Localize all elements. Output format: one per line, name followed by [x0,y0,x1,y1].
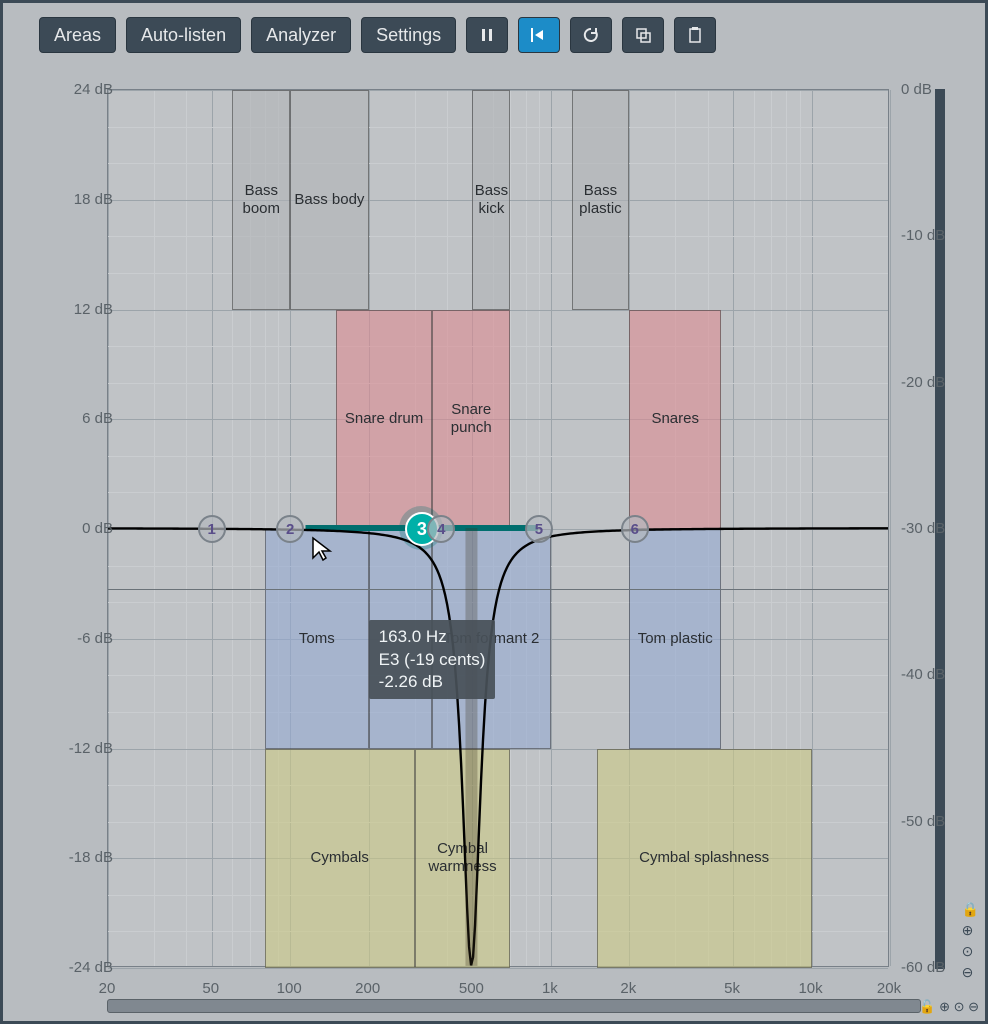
analyzer-button[interactable]: Analyzer [251,17,351,53]
x-axis-label: 1k [542,980,558,997]
freq-area[interactable]: Snare punch [432,310,510,530]
freq-area[interactable]: Snares [629,310,721,530]
pause-button[interactable] [466,17,508,53]
eq-plot[interactable]: Bass boomBass bodyBass kickBass plasticS… [107,89,889,967]
bottom-zoom-icons[interactable]: 🔓 ⊕ ⊙ ⊖ [919,999,979,1015]
paste-button[interactable] [674,17,716,53]
y2-axis-label: -40 dB [901,666,961,683]
band-node-4[interactable]: 4 [427,515,455,543]
x-axis-label: 2k [620,980,636,997]
zoom-in-icon[interactable]: ⊕ [962,922,979,939]
y-axis-label: 6 dB [53,410,113,427]
freq-area[interactable]: Tom plastic [629,529,721,749]
x-axis-label: 20 [99,980,116,997]
x-axis-label: 200 [355,980,380,997]
x-axis-label: 10k [798,980,822,997]
reset-button[interactable] [570,17,612,53]
y-axis-label: 0 dB [53,520,113,537]
x-axis-label: 5k [724,980,740,997]
y2-axis-label: -30 dB [901,520,961,537]
y2-axis-label: -10 dB [901,227,961,244]
y2-axis-label: -60 dB [901,959,961,976]
y-axis-label: 18 dB [53,191,113,208]
y-axis-label: -24 dB [53,959,113,976]
toolbar: Areas Auto-listen Analyzer Settings [39,17,925,53]
band-node-2[interactable]: 2 [276,515,304,543]
settings-button[interactable]: Settings [361,17,456,53]
x-axis-label: 100 [277,980,302,997]
freq-area[interactable]: Cymbals [265,749,415,969]
lock-icon[interactable]: 🔒 [962,901,979,918]
freq-area[interactable]: Bass plastic [572,90,630,310]
freq-area[interactable]: Toms [265,529,369,749]
copy-button[interactable] [622,17,664,53]
freq-area[interactable]: Bass body [290,90,368,310]
x-axis-label: 500 [459,980,484,997]
zoom-reset-icon[interactable]: ⊙ [962,943,979,960]
band-node-6[interactable]: 6 [621,515,649,543]
collapse-button[interactable] [518,17,560,53]
tooltip-freq: 163.0 Hz [379,626,486,648]
x-axis-label: 50 [202,980,219,997]
freq-area[interactable]: Bass boom [232,90,290,310]
band-node-1[interactable]: 1 [198,515,226,543]
tooltip-gain: -2.26 dB [379,671,486,693]
y-axis-label: -6 dB [53,630,113,647]
y-axis-label: -12 dB [53,740,113,757]
zoom-controls: 🔒 ⊕ ⊙ ⊖ [962,901,979,981]
x-axis-label: 20k [877,980,901,997]
freq-area[interactable]: Cymbal warmness [415,749,511,969]
freq-area[interactable]: Snare drum [336,310,432,530]
frequency-tooltip: 163.0 HzE3 (-19 cents)-2.26 dB [369,620,496,698]
freq-area[interactable]: Bass kick [472,90,510,310]
y-axis-label: 12 dB [53,301,113,318]
y2-axis-label: -50 dB [901,813,961,830]
freq-area[interactable]: Cymbal splashness [597,749,812,969]
band-node-5[interactable]: 5 [525,515,553,543]
areas-button[interactable]: Areas [39,17,116,53]
zoom-out-icon[interactable]: ⊖ [962,964,979,981]
horizontal-scrollbar[interactable] [107,999,921,1013]
autolisten-button[interactable]: Auto-listen [126,17,241,53]
tooltip-note: E3 (-19 cents) [379,649,486,671]
y-axis-label: 24 dB [53,81,113,98]
y-axis-label: -18 dB [53,849,113,866]
y2-axis-label: -20 dB [901,374,961,391]
y2-axis-label: 0 dB [901,81,961,98]
